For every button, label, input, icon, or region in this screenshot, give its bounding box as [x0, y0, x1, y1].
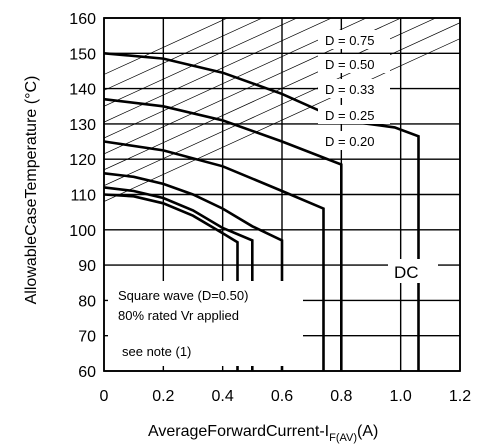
dc-label: DC: [388, 259, 438, 283]
plot-frame: [103, 17, 461, 372]
y-tick-labels: 60 70 80 90 100 110 120 130 140 150 160: [69, 11, 96, 381]
series-line-dc: [103, 52, 420, 371]
x-tick-label-6: 1.2: [449, 388, 471, 405]
dc-label-text: DC: [394, 263, 419, 282]
y-tick-label-6: 120: [69, 152, 96, 169]
x-axis-label: AverageForwardCurrent-IF(AV)(A): [148, 423, 378, 444]
duty-label-1: D = 0.50: [318, 54, 390, 73]
diagonal-line-2: [104, 18, 437, 171]
duty-label-4-text: D = 0.20: [325, 134, 375, 149]
series-line-d-0-33: [103, 172, 284, 371]
y-tick-label-8: 140: [69, 82, 96, 99]
diagonal-line-1: [104, 22, 460, 186]
y-tick-label-4: 100: [69, 223, 96, 240]
x-tick-label-3: 0.6: [271, 388, 293, 405]
diagonal-line-4: [104, 18, 368, 139]
x-axis-label-unit: (A): [357, 423, 378, 440]
y-tick-label-3: 90: [78, 258, 96, 275]
x-tick-label-2: 0.4: [212, 388, 234, 405]
series-line-d-0-25: [103, 186, 254, 371]
diagonal-line-0: [104, 38, 460, 202]
series-line-d-0-50: [103, 140, 325, 371]
y-tick-label-7: 130: [69, 117, 96, 134]
diagonal-line-6: [104, 18, 298, 107]
annotation-line-1: Square wave (D=0.50): [118, 288, 248, 303]
y-tick-label-0: 60: [78, 364, 96, 381]
x-axis-label-subscript: F(AV): [329, 432, 357, 444]
y-tick-label-1: 70: [78, 329, 96, 346]
y-axis-label: AllowableCaseTemperature (°C): [23, 76, 40, 305]
y-tick-label-9: 150: [69, 46, 96, 63]
x-tick-label-0: 0: [100, 388, 109, 405]
x-tick-labels: 0 0.2 0.4 0.6 0.8 1.0 1.2: [100, 388, 472, 405]
curves: [103, 52, 420, 371]
plot-border: [103, 17, 461, 372]
duty-label-0-text: D = 0.75: [325, 33, 375, 48]
duty-label-0: D = 0.75: [318, 30, 390, 49]
duty-label-2: D = 0.33: [318, 79, 390, 98]
duty-label-2-text: D = 0.33: [325, 82, 375, 97]
duty-label-3: D = 0.25: [318, 105, 390, 124]
x-axis-label-main: AverageForwardCurrent-I: [148, 423, 329, 440]
annotation-box: Square wave (D=0.50) 80% rated Vr applie…: [108, 281, 303, 366]
annotation-line-3: see note (1): [122, 344, 191, 359]
duty-label-3-text: D = 0.25: [325, 108, 375, 123]
x-tick-label-1: 0.2: [152, 388, 174, 405]
diagonal-line-8: [104, 18, 229, 75]
y-tick-label-5: 110: [70, 188, 96, 205]
diagonal-line-7: [104, 18, 263, 91]
series-line-d-0-20: [103, 193, 239, 371]
x-tick-label-5: 1.0: [390, 388, 412, 405]
duty-label-4: D = 0.20: [318, 131, 390, 150]
y-tick-label-10: 160: [69, 11, 96, 28]
diagonal-line-5: [104, 18, 333, 123]
y-tick-label-2: 80: [78, 293, 96, 310]
x-tick-label-4: 0.8: [330, 388, 352, 405]
annotation-line-2: 80% rated Vr applied: [118, 308, 239, 323]
series-line-d-0-75: [103, 97, 343, 371]
duty-label-1-text: D = 0.50: [325, 57, 375, 72]
